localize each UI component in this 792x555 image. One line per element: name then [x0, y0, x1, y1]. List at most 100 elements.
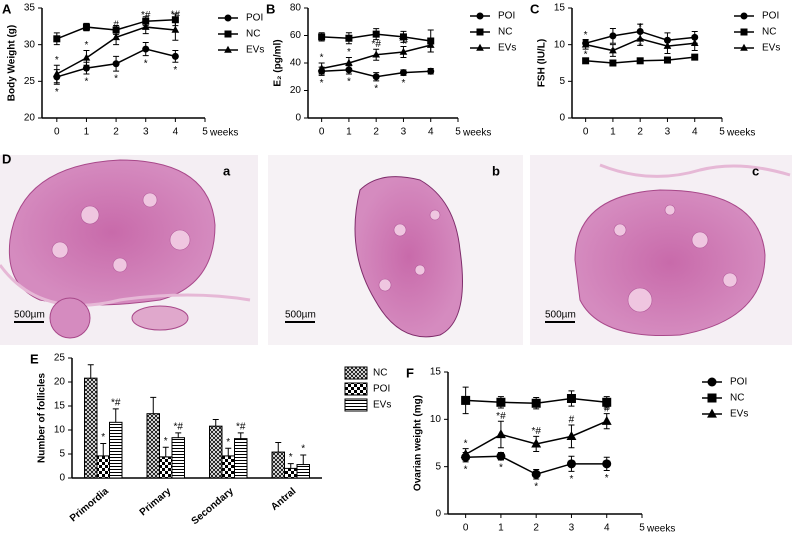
- bar: [209, 425, 223, 479]
- x-tick-label: 2: [533, 523, 539, 534]
- marker: [609, 46, 617, 54]
- legend-swatch: [344, 382, 368, 396]
- legend-swatch: [344, 366, 368, 380]
- x-tick-label: 0: [54, 127, 60, 138]
- x-tick-label: 3: [569, 523, 575, 534]
- significance: *#: [531, 426, 541, 437]
- marker: [317, 64, 326, 72]
- marker: [602, 397, 612, 407]
- marker: [690, 39, 699, 46]
- error-bar: [212, 418, 219, 427]
- marker: [609, 59, 617, 67]
- y-tick-label: 0: [59, 473, 65, 484]
- marker: [427, 67, 435, 75]
- y-tick-label: 40: [290, 58, 302, 69]
- bar: [171, 437, 185, 479]
- x-tick-label: 1: [84, 127, 90, 138]
- marker: [691, 53, 699, 61]
- x-tick-label: 4: [692, 127, 698, 138]
- scale-label: 500µm: [545, 310, 576, 321]
- y-tick-label: 5: [435, 461, 441, 472]
- bar: [84, 377, 98, 479]
- bar: [221, 455, 235, 479]
- error-bar: [162, 446, 169, 457]
- error-bar: [287, 463, 294, 469]
- legend-label: POI: [373, 384, 390, 395]
- x-axis-label: weeks: [726, 128, 755, 139]
- significance: *: [374, 84, 378, 95]
- y-axis-label: E₂ (pg/ml): [273, 39, 284, 86]
- panel-label: E: [30, 351, 39, 366]
- y-tick-label: 0: [559, 113, 565, 124]
- bar: [284, 467, 298, 479]
- legend-label: NC: [730, 393, 744, 404]
- significance: *: [85, 77, 89, 88]
- x-tick-label: 2: [113, 127, 119, 138]
- significance: *: [464, 438, 468, 449]
- significance: *: [638, 22, 642, 33]
- legend-label: NC: [246, 29, 260, 40]
- y-tick-label: 0: [435, 509, 441, 520]
- image-label: a: [223, 163, 231, 178]
- x-tick-label: 4: [173, 127, 179, 138]
- y-tick-label: 25: [54, 353, 66, 364]
- marker: [372, 30, 380, 38]
- error-bar: [150, 396, 157, 414]
- legend-label: NC: [373, 368, 387, 379]
- significance: #: [113, 20, 119, 31]
- marker: [636, 27, 644, 35]
- marker: [82, 64, 90, 72]
- marker: [495, 429, 506, 439]
- y-axis-label: Body Weight (g): [7, 25, 18, 101]
- legend-marker: [476, 28, 484, 36]
- significance: *: [570, 474, 574, 485]
- y-tick-label: 20: [290, 85, 302, 96]
- bar: [234, 438, 248, 479]
- tissue: [49, 297, 91, 339]
- y-tick-label: 0: [295, 113, 301, 124]
- significance: *#: [111, 398, 121, 409]
- significance: *: [55, 55, 59, 66]
- x-tick-label: 3: [143, 127, 149, 138]
- legend-marker: [224, 45, 232, 53]
- marker: [531, 469, 541, 479]
- x-axis-label: weeks: [646, 524, 675, 535]
- panel-label: B: [266, 1, 275, 16]
- significance: *#: [174, 422, 184, 433]
- significance: *: [320, 53, 324, 64]
- marker: [345, 34, 353, 42]
- significance: *: [499, 463, 503, 474]
- marker: [52, 69, 61, 77]
- marker: [581, 40, 590, 48]
- legend-label: POI: [730, 377, 747, 388]
- legend-label: POI: [762, 11, 779, 22]
- y-tick-label: 10: [54, 425, 66, 436]
- marker: [82, 23, 90, 31]
- error-bar: [237, 432, 244, 439]
- x-tick-label: 5: [719, 127, 725, 138]
- y-tick-label: 5: [559, 76, 565, 87]
- x-tick-label: 0: [583, 127, 589, 138]
- marker: [601, 415, 612, 425]
- legend-label: EVs: [762, 43, 780, 54]
- marker: [112, 60, 120, 68]
- marker: [461, 395, 471, 405]
- marker: [531, 438, 542, 448]
- marker: [53, 35, 61, 43]
- image-label: c: [752, 163, 759, 178]
- y-tick-label: 25: [24, 76, 36, 87]
- marker: [663, 56, 671, 64]
- x-tick-label: 1: [346, 127, 352, 138]
- tissue: [131, 305, 189, 331]
- x-tick-label: 0: [319, 127, 325, 138]
- y-tick-label: 10: [430, 414, 442, 425]
- legend-label: POI: [498, 11, 515, 22]
- panel-label: C: [530, 1, 540, 16]
- legend-label: POI: [246, 13, 263, 24]
- significance: *: [347, 47, 351, 58]
- marker: [636, 57, 644, 65]
- error-bar: [275, 441, 282, 453]
- marker: [318, 33, 326, 41]
- y-tick-label: 10: [554, 39, 566, 50]
- y-axis-label: Number of follicles: [37, 373, 48, 463]
